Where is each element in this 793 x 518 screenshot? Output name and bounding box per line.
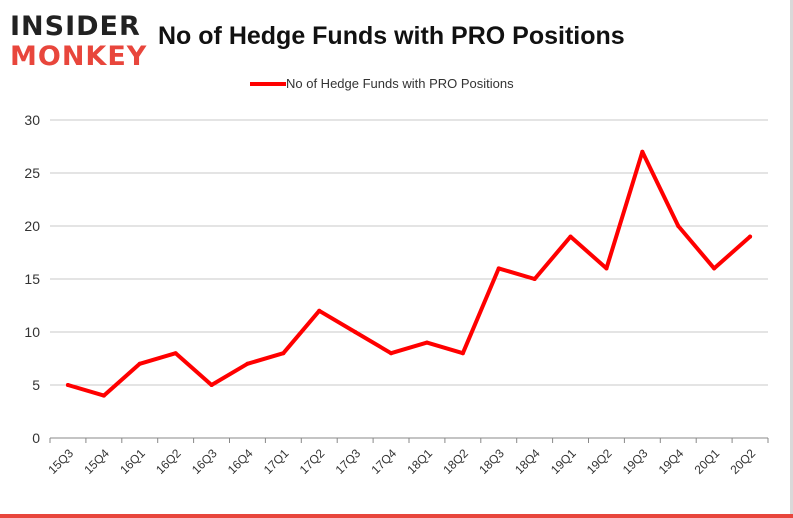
data-point [389, 351, 394, 356]
y-tick-label: 5 [32, 377, 40, 393]
insider-monkey-logo: INSIDER MONKEY [10, 12, 150, 74]
x-tick-label: 16Q4 [225, 446, 256, 477]
y-tick-label: 15 [24, 271, 40, 287]
x-tick-label: 18Q1 [404, 446, 435, 477]
x-tick-label: 16Q3 [189, 446, 220, 477]
x-tick-label: 19Q3 [620, 446, 651, 477]
data-point [245, 361, 250, 366]
x-tick-label: 16Q2 [153, 446, 184, 477]
x-tick-label: 19Q2 [584, 446, 615, 477]
y-tick-label: 25 [24, 165, 40, 181]
data-point [209, 383, 214, 387]
frame-bottom-bar [0, 514, 793, 518]
x-tick-label: 20Q2 [728, 446, 759, 477]
legend-label: No of Hedge Funds with PRO Positions [286, 76, 514, 91]
data-point [65, 383, 70, 387]
x-tick-label: 17Q4 [369, 446, 400, 477]
logo-line-1: INSIDER [10, 11, 141, 42]
data-point [137, 361, 142, 366]
data-point [604, 266, 609, 271]
x-tick-label: 15Q3 [45, 446, 76, 477]
x-tick-label: 19Q4 [656, 446, 687, 477]
data-point [101, 393, 106, 398]
y-tick-label: 20 [24, 218, 40, 234]
data-point [748, 234, 753, 239]
data-point [640, 149, 645, 154]
x-tick-label: 18Q4 [512, 446, 543, 477]
x-tick-label: 18Q2 [440, 446, 471, 477]
series-line [65, 149, 753, 398]
logo-line-2: MONKEY [10, 41, 148, 72]
y-tick-label: 10 [24, 324, 40, 340]
data-point [317, 308, 322, 313]
data-point [712, 266, 717, 271]
x-tick-label: 20Q1 [692, 446, 723, 477]
data-point [676, 224, 681, 228]
data-point [568, 234, 573, 239]
x-tick-label: 18Q3 [476, 446, 507, 477]
data-point [173, 351, 178, 356]
y-tick-label: 0 [32, 430, 40, 446]
x-tick-label: 17Q1 [261, 446, 292, 477]
frame-shadow [790, 0, 793, 518]
x-tick-label: 15Q4 [81, 446, 112, 477]
chart-title: No of Hedge Funds with PRO Positions [158, 22, 625, 50]
data-point [460, 351, 465, 356]
legend-swatch [250, 81, 286, 86]
chart-legend: No of Hedge Funds with PRO Positions [250, 76, 514, 91]
data-point [496, 266, 501, 271]
y-tick-label: 30 [24, 112, 40, 128]
data-point [532, 277, 537, 281]
data-point [281, 351, 286, 356]
data-point [353, 330, 358, 334]
data-point [424, 340, 429, 345]
x-tick-label: 17Q2 [297, 446, 328, 477]
x-tick-label: 16Q1 [117, 446, 148, 477]
x-tick-label: 19Q1 [548, 446, 579, 477]
x-tick-label: 17Q3 [333, 446, 364, 477]
